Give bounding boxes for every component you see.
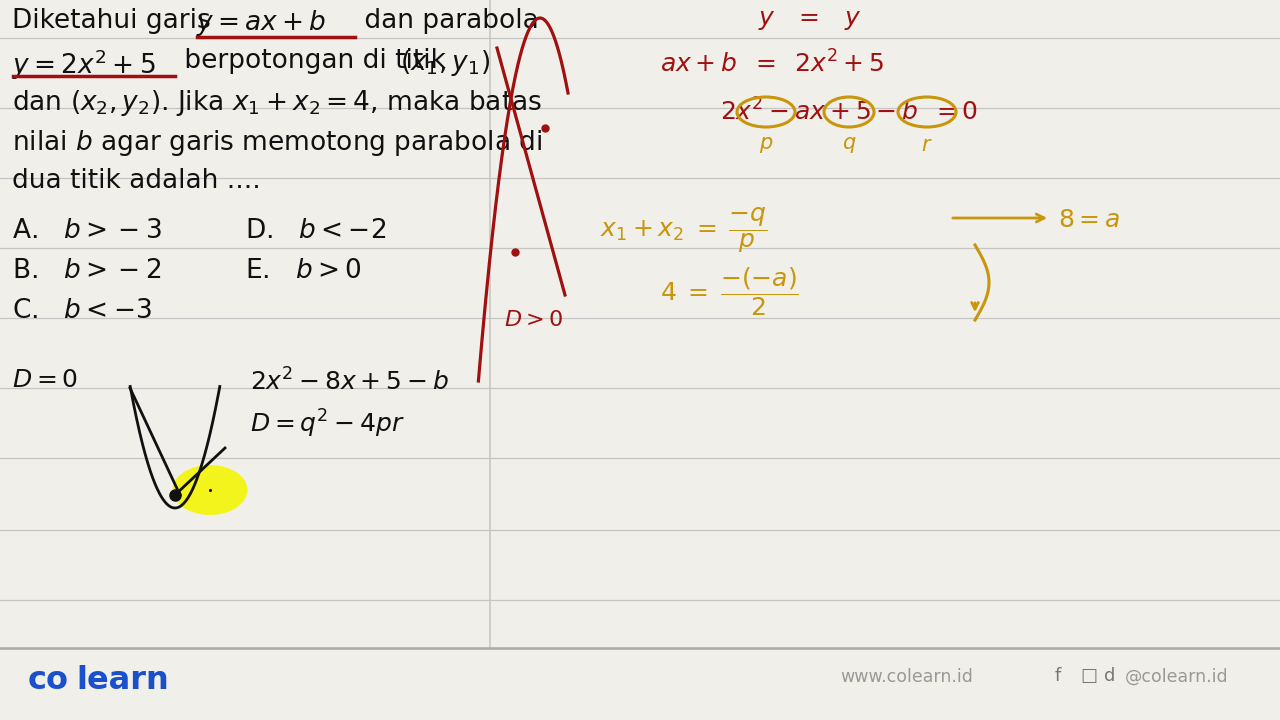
Text: $x_1 + x_2 \;=\; \dfrac{-q}{p}$: $x_1 + x_2 \;=\; \dfrac{-q}{p}$ [600, 205, 768, 255]
Text: $2x^2 - 8x + 5 - b$: $2x^2 - 8x + 5 - b$ [250, 368, 449, 395]
Text: $D > 0$: $D > 0$ [504, 310, 563, 330]
Text: $r$: $r$ [922, 135, 933, 155]
Text: A.   $b > -3$: A. $b > -3$ [12, 218, 161, 244]
Text: Diketahui garis: Diketahui garis [12, 8, 219, 34]
Text: $(x_1, y_1)$: $(x_1, y_1)$ [399, 48, 490, 78]
Text: $4 \;=\; \dfrac{-(-a)}{2}$: $4 \;=\; \dfrac{-(-a)}{2}$ [660, 265, 799, 318]
Text: dan $(x_2, y_2)$. Jika $x_1 + x_2 = 4$, maka batas: dan $(x_2, y_2)$. Jika $x_1 + x_2 = 4$, … [12, 88, 543, 118]
Text: dan parabola: dan parabola [356, 8, 539, 34]
Text: www.colearn.id: www.colearn.id [840, 668, 973, 686]
Text: @colearn.id: @colearn.id [1125, 668, 1229, 686]
Text: $D = q^2 - 4pr$: $D = q^2 - 4pr$ [250, 408, 404, 440]
Text: f: f [1055, 667, 1061, 685]
Text: $q$: $q$ [842, 135, 856, 155]
Text: $8 = a$: $8 = a$ [1059, 208, 1120, 232]
Text: B.   $b > -2$: B. $b > -2$ [12, 258, 161, 284]
Ellipse shape [173, 465, 247, 515]
Text: D.   $b < -2$: D. $b < -2$ [244, 218, 387, 244]
Text: d: d [1103, 667, 1115, 685]
Text: nilai $b$ agar garis memotong parabola di: nilai $b$ agar garis memotong parabola d… [12, 128, 543, 158]
Text: berpotongan di titik: berpotongan di titik [177, 48, 454, 74]
Text: learn: learn [76, 665, 169, 696]
Text: $2x^2 - ax + 5 - b \;\; = 0$: $2x^2 - ax + 5 - b \;\; = 0$ [719, 98, 978, 125]
Text: □: □ [1080, 667, 1097, 685]
Text: $ax + b \;\; = \;\; 2x^2 + 5$: $ax + b \;\; = \;\; 2x^2 + 5$ [660, 50, 884, 77]
Text: $D = 0$: $D = 0$ [12, 368, 78, 392]
Text: $p$: $p$ [759, 135, 773, 155]
Text: dua titik adalah ....: dua titik adalah .... [12, 168, 261, 194]
Text: $y = ax + b$: $y = ax + b$ [196, 8, 326, 38]
Text: E.   $b > 0$: E. $b > 0$ [244, 258, 361, 284]
Text: $y = 2x^2 + 5$: $y = 2x^2 + 5$ [12, 48, 156, 83]
Text: co: co [28, 665, 69, 696]
Text: $y \;\;\; = \;\;\; y$: $y \;\;\; = \;\;\; y$ [758, 8, 861, 32]
Text: C.   $b < -3$: C. $b < -3$ [12, 298, 152, 324]
